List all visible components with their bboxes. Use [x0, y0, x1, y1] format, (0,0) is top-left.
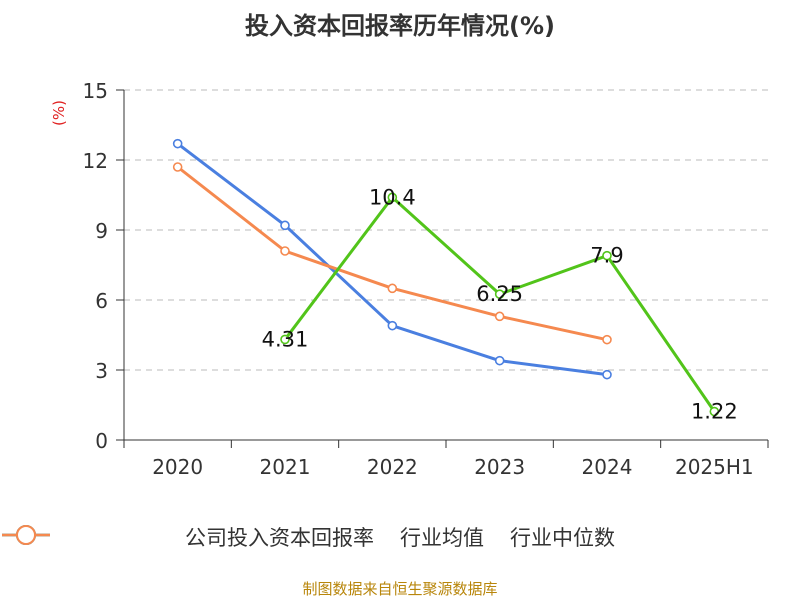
data-point [387, 283, 398, 294]
x-tick-label: 2020 [152, 455, 203, 479]
data-label: 6.25 [476, 282, 523, 306]
legend-item: 公司投入资本回报率 [2, 522, 374, 552]
data-label: 10.4 [369, 185, 416, 209]
data-point [602, 250, 612, 261]
legend-item: 行业中位数 [2, 522, 615, 552]
y-tick-label: 0 [95, 429, 108, 453]
data-label: 4.31 [262, 327, 309, 351]
data-point [172, 162, 183, 172]
y-tick-label: 6 [95, 289, 108, 313]
legend-item: 行业均值 [2, 522, 484, 552]
chart-title: 投入资本回报率历年情况(%) [245, 12, 555, 40]
y-tick-label: 15 [83, 79, 108, 103]
x-tick-label: 2023 [474, 455, 525, 479]
series-line [176, 142, 608, 377]
data-point [494, 289, 505, 299]
legend-label: 行业均值 [400, 526, 484, 550]
legend: 公司投入资本回报率 行业均值 行业中位数 [0, 522, 800, 552]
x-tick-label: 2022 [367, 455, 418, 479]
y-tick-label: 3 [95, 359, 108, 383]
legend-label: 行业中位数 [510, 526, 615, 550]
x-tick-label: 2024 [582, 455, 633, 479]
data-point [709, 406, 720, 417]
data-source-note: 制图数据来自恒生聚源数据库 [302, 580, 498, 598]
y-tick-label: 12 [83, 149, 108, 173]
data-point [602, 334, 612, 345]
legend-label: 公司投入资本回报率 [185, 526, 374, 550]
data-point [494, 355, 505, 366]
data-point [387, 192, 398, 203]
data-point [280, 334, 290, 345]
data-point [602, 369, 612, 380]
data-label: 7.9 [590, 244, 623, 268]
data-point [494, 311, 505, 322]
data-label: 1.22 [691, 400, 738, 424]
data-point [387, 320, 398, 331]
y-tick-label: 9 [95, 219, 108, 243]
legend-line-marker-icon [2, 525, 50, 545]
x-tick-label: 2025H1 [675, 455, 754, 479]
x-tick-label: 2021 [260, 455, 311, 479]
data-point [172, 138, 183, 149]
data-point [280, 246, 290, 256]
data-point [280, 220, 290, 231]
